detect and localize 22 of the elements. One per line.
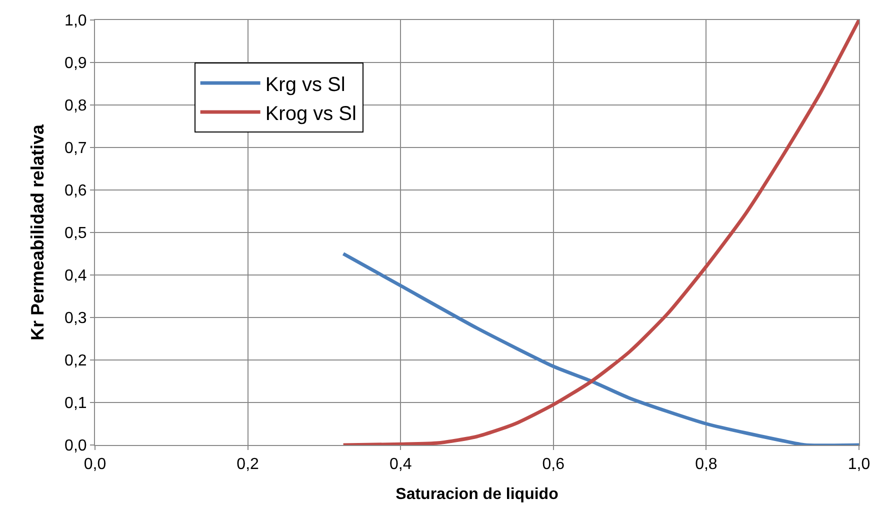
y-tick-label: 0,3 xyxy=(64,310,87,328)
x-axis-title: Saturacion de liquido xyxy=(396,486,559,503)
y-tick-label: 1,0 xyxy=(64,12,87,30)
line-series xyxy=(342,252,859,445)
x-tick-label: 0,8 xyxy=(695,456,718,474)
x-tick-label: 1,0 xyxy=(848,456,870,474)
y-tick-label: 0,0 xyxy=(64,438,87,455)
legend-label: Krog vs Sl xyxy=(265,102,356,125)
y-tick-label: 0,6 xyxy=(64,182,87,200)
y-tick-label: 0,8 xyxy=(64,98,87,115)
y-tick-label: 0,4 xyxy=(64,268,87,285)
x-tick-label: 0,0 xyxy=(84,456,106,474)
y-tick-label: 0,2 xyxy=(64,352,87,370)
y-tick-label: 0,7 xyxy=(64,140,87,158)
y-tick-label: 0,5 xyxy=(64,225,87,242)
y-tick-label: 0,1 xyxy=(64,395,87,412)
legend-label: Krg vs Sl xyxy=(265,74,346,96)
x-tick-label: 0,2 xyxy=(236,456,260,474)
y-tick-label: 0,9 xyxy=(64,55,87,72)
x-tick-label: 0,6 xyxy=(542,456,565,474)
x-tick-label: 0,4 xyxy=(389,456,412,474)
y-axis-title: Kr Permeabilidad relativa xyxy=(28,123,48,341)
